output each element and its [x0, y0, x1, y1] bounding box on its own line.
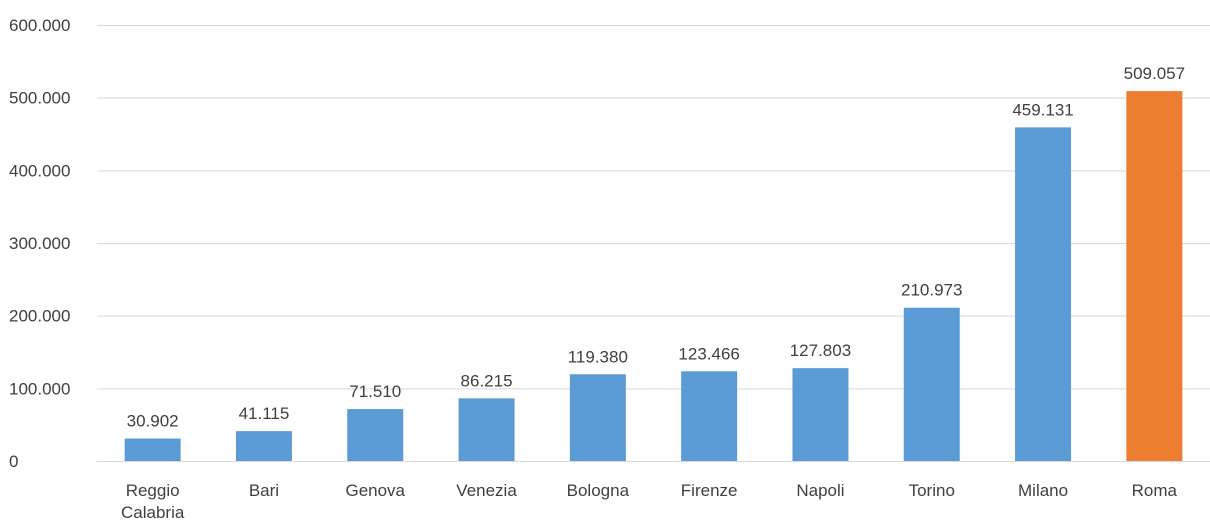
data-label: 86.215	[461, 371, 513, 390]
x-category-label: Napoli	[796, 481, 844, 500]
x-category-label-line: Napoli	[796, 481, 844, 500]
data-label: 119.380	[568, 347, 628, 366]
data-label: 127.803	[790, 341, 851, 360]
bar-milano	[1015, 127, 1072, 461]
bar-bologna	[569, 374, 626, 461]
data-label: 30.902	[127, 412, 179, 431]
y-tick-label: 0	[9, 452, 18, 471]
y-tick-label: 400.000	[9, 161, 70, 180]
data-label: 459.131	[1012, 100, 1073, 119]
data-label: 210.973	[901, 281, 962, 300]
bars	[124, 91, 1183, 462]
bar-genova	[347, 409, 404, 461]
x-category-label: Roma	[1132, 481, 1178, 500]
y-tick-label: 100.000	[9, 379, 70, 398]
bar-napoli	[792, 368, 849, 461]
y-tick-label: 300.000	[9, 234, 70, 253]
x-category-label-line: Bari	[249, 481, 279, 500]
bar-roma	[1126, 91, 1183, 462]
data-label: 71.510	[349, 382, 401, 401]
bar-firenze	[681, 371, 738, 461]
x-category-label-line: Milano	[1018, 481, 1068, 500]
y-tick-label: 600.000	[9, 16, 70, 35]
y-axis-tick-labels: 0 100.000 200.000 300.000 400.000 500.000 600.…	[9, 16, 70, 471]
x-category-label: Milano	[1018, 481, 1068, 500]
x-category-label-line: Torino	[909, 481, 955, 500]
y-tick-label: 200.000	[9, 307, 70, 326]
data-label: 123.466	[678, 344, 739, 363]
bar-reggio-calabria	[124, 438, 181, 461]
x-category-label-line: Bologna	[567, 481, 630, 500]
x-category-label: Torino	[909, 481, 955, 500]
x-category-label-line: Venezia	[456, 481, 517, 500]
x-category-label-line: Reggio	[126, 481, 180, 500]
x-category-label: Bologna	[567, 481, 630, 500]
x-category-label-line: Roma	[1132, 481, 1178, 500]
bar-torino	[903, 307, 960, 461]
data-labels: 30.902 41.115 71.510 86.215 119.380 123.466 12…	[127, 64, 1185, 430]
x-category-label: Venezia	[456, 481, 517, 500]
data-label: 41.115	[239, 404, 290, 423]
x-category-label-line: Genova	[345, 481, 405, 500]
x-category-label-line: Calabria	[121, 503, 185, 522]
x-category-label-line: Firenze	[681, 481, 738, 500]
x-category-label: Reggio Calabria	[121, 481, 185, 522]
gridlines	[97, 25, 1210, 462]
x-category-label: Firenze	[681, 481, 738, 500]
y-tick-label: 500.000	[9, 89, 70, 108]
x-category-label: Bari	[249, 481, 279, 500]
bar-venezia	[458, 398, 515, 461]
x-category-label: Genova	[345, 481, 405, 500]
bar-bari	[235, 431, 292, 461]
data-label: 509.057	[1124, 64, 1185, 83]
x-axis-category-labels: Reggio Calabria Bari Genova Venezia Bologna Fi…	[121, 481, 1178, 522]
